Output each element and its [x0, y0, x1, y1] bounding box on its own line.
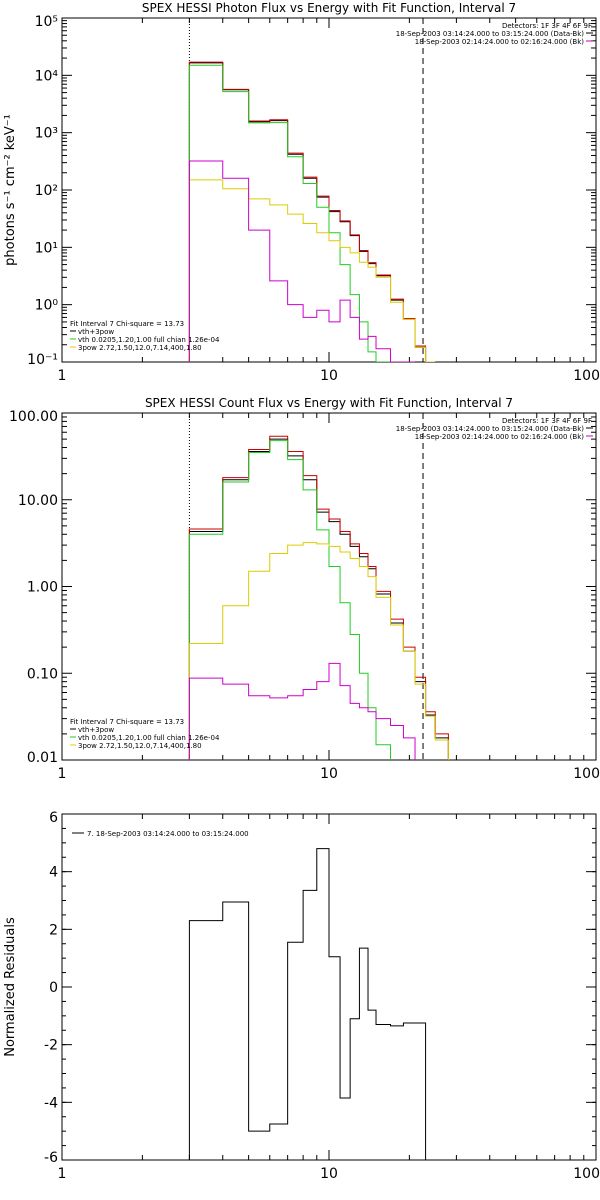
x-tick-label: 100 [573, 368, 600, 384]
series-group [188, 435, 449, 760]
legend-entry: 3pow 2.72,1.50,12.0,7.14,400,1.80 [78, 742, 202, 750]
y-tick-label: -6 [44, 1150, 58, 1166]
chart-title: SPEX HESSI Count Flux vs Energy with Fit… [145, 396, 513, 410]
y-tick-label: 4 [49, 865, 58, 881]
x-tick-label: 100 [573, 1166, 600, 1182]
series-line-1 [188, 848, 427, 1160]
x-tick-label: 1 [58, 1166, 67, 1182]
series-group [188, 61, 436, 362]
y-tick-label: 10.00 [18, 493, 58, 509]
info-legend-entry: 18-Sep-2003 02:14:24.000 to 02:16:24.000… [415, 433, 585, 441]
y-tick-label: 10² [35, 183, 58, 199]
series-line-4 [188, 542, 449, 760]
y-tick-label: 6 [49, 810, 58, 826]
y-axis-label: Normalized Residuals [3, 917, 18, 1057]
series-line-4 [188, 179, 436, 362]
y-axis-label: photons s⁻¹ cm⁻² keV⁻¹ [3, 114, 18, 266]
y-tick-label: 0.10 [27, 666, 58, 682]
y-tick-label: 2 [49, 922, 58, 938]
y-tick-label: -2 [44, 1038, 58, 1054]
x-tick-label: 10 [320, 1166, 338, 1182]
x-tick-label: 1 [58, 766, 67, 782]
x-tick-label: 10 [320, 368, 338, 384]
legend-entry: vth+3pow [78, 726, 114, 734]
y-tick-label: 10⁴ [35, 68, 59, 84]
fit-legend-header: Fit Interval 7 Chi-square = 13.73 [70, 320, 184, 328]
y-tick-label: 10⁰ [35, 298, 59, 314]
info-legend-entry: 18-Sep-2003 03:14:24.000 to 03:15:24.000… [396, 425, 585, 433]
y-tick-label: -4 [44, 1095, 58, 1111]
legend-entry: 7. 18-Sep-2003 03:14:24.000 to 03:15:24.… [87, 830, 249, 838]
y-tick-label: 10³ [35, 126, 58, 142]
plot-frame [61, 412, 597, 761]
info-legend-entry: 18-Sep-2003 03:14:24.000 to 03:15:24.000… [396, 30, 585, 38]
legend-entry: 3pow 2.72,1.50,12.0,7.14,400,1.80 [78, 344, 202, 352]
legend-entry: vth+3pow [78, 328, 114, 336]
series-line-2 [188, 435, 449, 760]
fit-legend-header: Fit Interval 7 Chi-square = 13.73 [70, 718, 184, 726]
x-tick-label: 1 [58, 368, 67, 384]
series-line-1 [188, 438, 449, 760]
info-legend-entry: Detectors: 1F 3F 4F 6F 9F [502, 417, 592, 425]
chart-panel-1: SPEX HESSI Photon Flux vs Energy with Fi… [3, 1, 600, 384]
chart-title: SPEX HESSI Photon Flux vs Energy with Fi… [142, 1, 516, 15]
y-tick-label: 100.00 [9, 409, 58, 425]
y-tick-label: 0.01 [27, 750, 58, 766]
info-legend-entry: 18-Sep-2003 02:14:24.000 to 02:16:24.000… [415, 38, 585, 46]
y-tick-label: 1.00 [27, 580, 58, 596]
y-tick-label: 10¹ [35, 240, 58, 256]
x-tick-label: 100 [573, 766, 600, 782]
y-tick-label: 0 [49, 980, 58, 996]
chart-panel-2: SPEX HESSI Count Flux vs Energy with Fit… [9, 396, 600, 782]
series-group [188, 848, 427, 1160]
x-tick-label: 10 [320, 766, 338, 782]
series-line-3 [188, 64, 391, 362]
series-line-3 [188, 440, 392, 760]
legend-entry: vth 0.0205,1.20,1.00 full chian 1.26e-04 [78, 336, 220, 344]
y-tick-label: 10⁵ [35, 14, 58, 30]
chart-panel-3: Normalized Residuals 1 10 100 -6 -4 -2 0 2 4 6 7. 1… [3, 810, 600, 1182]
series-line-5 [188, 662, 416, 760]
info-legend-entry: Detectors: 1F 3F 4F 6F 9F [502, 22, 592, 30]
legend-entry: vth 0.0205,1.20,1.00 full chian 1.26e-04 [78, 734, 220, 742]
series-line-5 [188, 160, 416, 362]
y-tick-label: 10⁻¹ [27, 352, 58, 368]
